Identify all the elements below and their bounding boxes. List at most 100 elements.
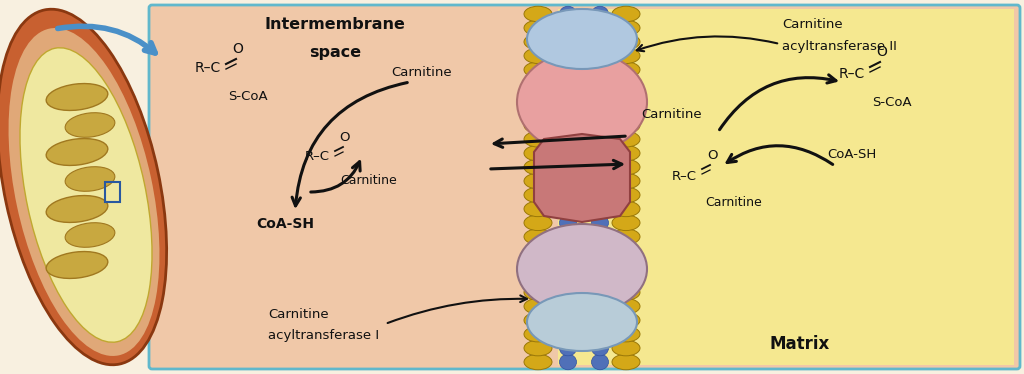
Text: CoA-SH: CoA-SH xyxy=(256,217,314,231)
Ellipse shape xyxy=(524,132,552,147)
Ellipse shape xyxy=(592,187,608,203)
Ellipse shape xyxy=(524,215,552,230)
Ellipse shape xyxy=(524,187,552,203)
Ellipse shape xyxy=(524,62,552,77)
Text: Carnitine: Carnitine xyxy=(782,18,843,31)
Ellipse shape xyxy=(559,34,577,50)
Ellipse shape xyxy=(612,6,640,22)
Ellipse shape xyxy=(524,327,552,342)
Text: Carnitine: Carnitine xyxy=(705,196,762,209)
Ellipse shape xyxy=(592,20,608,36)
Ellipse shape xyxy=(612,354,640,370)
Ellipse shape xyxy=(524,201,552,217)
Text: O: O xyxy=(340,131,350,144)
Ellipse shape xyxy=(612,243,640,258)
Ellipse shape xyxy=(66,223,115,247)
Ellipse shape xyxy=(612,313,640,328)
Bar xyxy=(105,182,120,202)
Ellipse shape xyxy=(46,83,108,110)
Ellipse shape xyxy=(612,229,640,245)
Ellipse shape xyxy=(524,76,552,91)
Ellipse shape xyxy=(559,327,577,342)
Text: R–C: R–C xyxy=(195,61,221,75)
Text: S-CoA: S-CoA xyxy=(872,96,911,109)
Ellipse shape xyxy=(612,271,640,286)
Ellipse shape xyxy=(559,20,577,36)
Ellipse shape xyxy=(592,257,608,272)
Ellipse shape xyxy=(612,257,640,272)
Ellipse shape xyxy=(524,90,552,105)
Ellipse shape xyxy=(46,252,108,279)
Ellipse shape xyxy=(524,20,552,36)
Ellipse shape xyxy=(612,104,640,119)
Ellipse shape xyxy=(524,104,552,119)
Ellipse shape xyxy=(592,340,608,356)
Ellipse shape xyxy=(524,340,552,356)
Text: acyltransferase I: acyltransferase I xyxy=(268,329,379,343)
Ellipse shape xyxy=(612,201,640,217)
Ellipse shape xyxy=(559,313,577,328)
Ellipse shape xyxy=(559,354,577,370)
Ellipse shape xyxy=(524,48,552,64)
Ellipse shape xyxy=(524,313,552,328)
Ellipse shape xyxy=(592,327,608,342)
Ellipse shape xyxy=(559,187,577,203)
Ellipse shape xyxy=(524,285,552,300)
Ellipse shape xyxy=(612,132,640,147)
Ellipse shape xyxy=(612,20,640,36)
Ellipse shape xyxy=(524,159,552,175)
Ellipse shape xyxy=(559,173,577,189)
FancyBboxPatch shape xyxy=(150,5,1020,369)
Ellipse shape xyxy=(592,48,608,64)
Ellipse shape xyxy=(524,257,552,272)
Ellipse shape xyxy=(8,28,160,356)
Ellipse shape xyxy=(559,145,577,161)
Ellipse shape xyxy=(66,113,115,137)
Ellipse shape xyxy=(592,145,608,161)
Ellipse shape xyxy=(559,159,577,175)
Ellipse shape xyxy=(592,201,608,217)
Ellipse shape xyxy=(592,313,608,328)
Ellipse shape xyxy=(559,117,577,133)
Ellipse shape xyxy=(612,90,640,105)
Ellipse shape xyxy=(612,285,640,300)
Ellipse shape xyxy=(592,132,608,147)
Ellipse shape xyxy=(612,298,640,314)
Ellipse shape xyxy=(524,117,552,133)
Text: O: O xyxy=(707,149,717,162)
Ellipse shape xyxy=(612,215,640,230)
Ellipse shape xyxy=(592,354,608,370)
Ellipse shape xyxy=(592,90,608,105)
Ellipse shape xyxy=(612,327,640,342)
Ellipse shape xyxy=(524,145,552,161)
Ellipse shape xyxy=(0,9,167,365)
Ellipse shape xyxy=(559,76,577,91)
Text: R–C: R–C xyxy=(839,67,865,81)
Ellipse shape xyxy=(592,298,608,314)
Text: O: O xyxy=(877,45,888,59)
Text: Intermembrane: Intermembrane xyxy=(264,16,406,31)
Ellipse shape xyxy=(592,215,608,230)
Text: Carnitine: Carnitine xyxy=(340,174,396,187)
FancyBboxPatch shape xyxy=(558,9,1014,365)
Ellipse shape xyxy=(46,196,108,223)
Ellipse shape xyxy=(527,9,637,69)
Ellipse shape xyxy=(559,62,577,77)
Ellipse shape xyxy=(592,34,608,50)
Ellipse shape xyxy=(559,285,577,300)
PathPatch shape xyxy=(534,134,630,222)
Ellipse shape xyxy=(524,271,552,286)
Ellipse shape xyxy=(524,243,552,258)
Ellipse shape xyxy=(524,298,552,314)
Ellipse shape xyxy=(592,117,608,133)
Ellipse shape xyxy=(46,138,108,165)
Text: Carnitine: Carnitine xyxy=(392,65,453,79)
Ellipse shape xyxy=(592,229,608,245)
Ellipse shape xyxy=(559,132,577,147)
Ellipse shape xyxy=(559,104,577,119)
Ellipse shape xyxy=(612,117,640,133)
Ellipse shape xyxy=(612,159,640,175)
Ellipse shape xyxy=(559,48,577,64)
Ellipse shape xyxy=(612,340,640,356)
Ellipse shape xyxy=(612,48,640,64)
